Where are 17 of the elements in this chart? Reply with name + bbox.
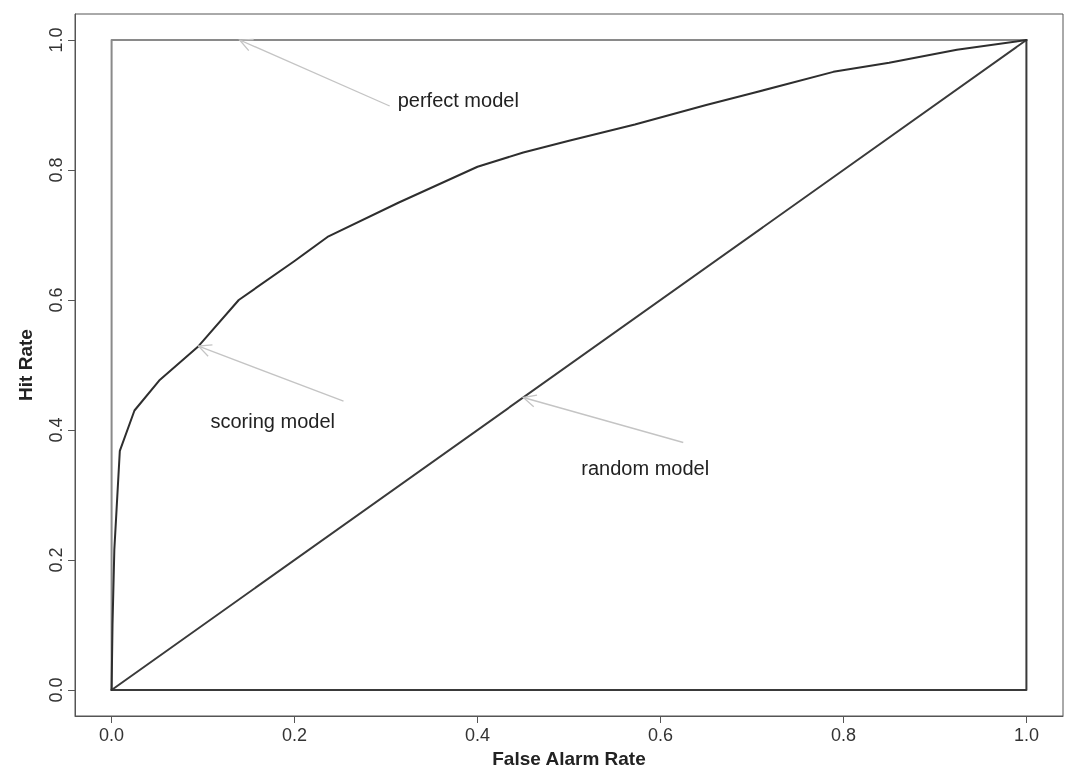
annotation: random model — [581, 456, 710, 479]
y-axis-title: Hit Rate — [15, 329, 36, 401]
y-tick-label: 0.4 — [46, 417, 66, 443]
y-tick-label: 1.0 — [46, 27, 66, 53]
x-axis-title: False Alarm Rate — [492, 747, 646, 769]
y-tick-label: 0.8 — [46, 157, 66, 183]
x-tick-label: 0.6 — [647, 725, 673, 745]
x-tick-label: 0.0 — [99, 725, 125, 745]
annotation: perfect model — [397, 89, 519, 111]
y-tick-label: 0.0 — [46, 677, 66, 703]
y-tick-label: 0.2 — [46, 547, 66, 573]
x-tick-label: 0.2 — [282, 725, 308, 745]
x-tick-label: 1.0 — [1013, 725, 1039, 745]
annotation: scoring model — [210, 410, 336, 433]
x-tick-label: 0.4 — [465, 725, 491, 745]
y-tick-label: 0.6 — [46, 287, 66, 313]
x-tick-label: 0.8 — [830, 725, 856, 745]
